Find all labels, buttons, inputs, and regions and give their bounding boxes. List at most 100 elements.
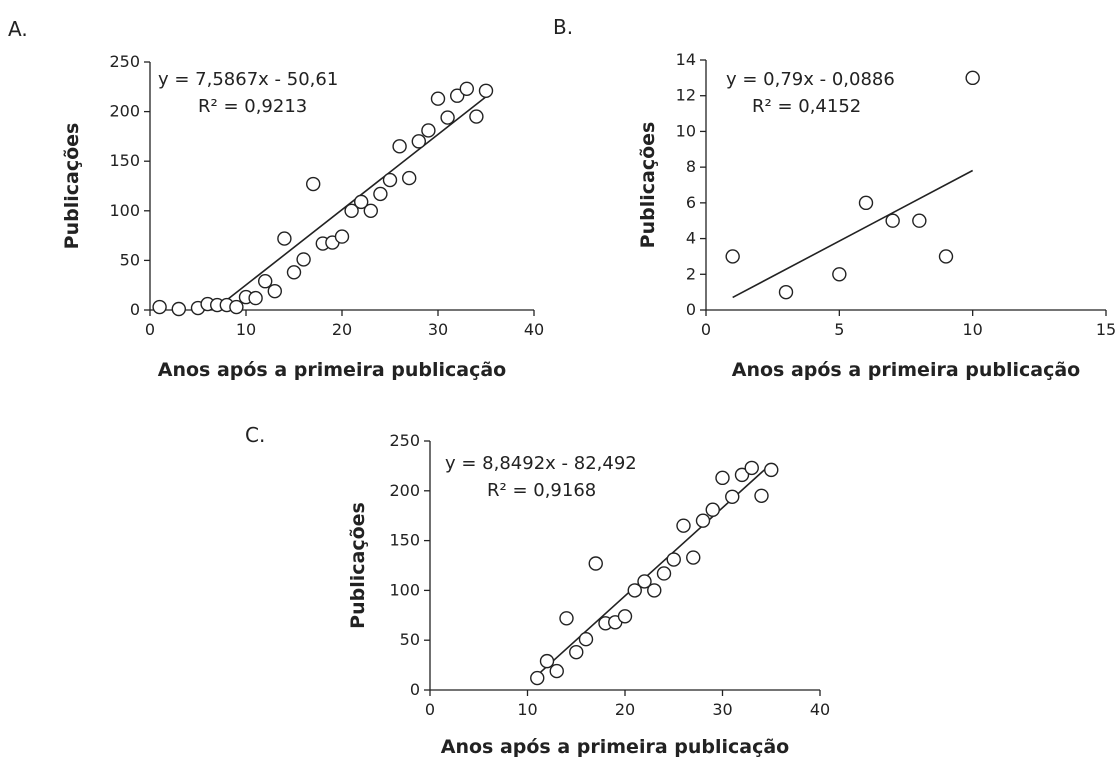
data-point xyxy=(402,170,417,186)
data-point xyxy=(588,556,603,571)
data-point xyxy=(715,470,730,486)
y-tick-label: 12 xyxy=(676,86,696,105)
data-point xyxy=(450,88,465,103)
data-point xyxy=(296,252,311,267)
y-tick-label: 0 xyxy=(686,300,696,319)
regression-equation: y = 0,79x - 0,0886 xyxy=(726,69,895,90)
data-point xyxy=(754,488,769,503)
y-tick-label: 4 xyxy=(686,229,696,248)
data-point xyxy=(440,110,455,125)
y-tick-label: 200 xyxy=(109,102,140,121)
x-tick-label: 10 xyxy=(236,320,256,339)
data-point xyxy=(258,274,273,289)
data-point xyxy=(637,574,652,589)
y-tick-label: 250 xyxy=(109,52,140,71)
y-tick-label: 0 xyxy=(130,300,140,319)
data-point xyxy=(248,290,263,306)
data-point xyxy=(666,552,681,567)
y-tick-label: 0 xyxy=(410,680,420,699)
data-point xyxy=(306,176,321,192)
x-tick-label: 30 xyxy=(428,320,448,339)
data-point xyxy=(469,109,484,124)
data-point xyxy=(363,203,378,219)
data-point xyxy=(965,70,980,86)
data-point xyxy=(411,134,426,149)
panel-label: A. xyxy=(8,17,28,41)
x-tick-label: 0 xyxy=(701,320,711,339)
data-point xyxy=(373,186,388,202)
y-tick-label: 8 xyxy=(686,157,696,176)
data-point xyxy=(627,583,642,598)
data-point xyxy=(938,249,954,264)
x-tick-label: 0 xyxy=(145,320,155,339)
x-tick-label: 10 xyxy=(962,320,982,339)
data-point xyxy=(459,81,474,96)
r-squared-label: R² = 0,9213 xyxy=(198,96,307,117)
y-tick-label: 6 xyxy=(686,193,696,212)
data-point xyxy=(778,284,794,300)
data-point xyxy=(392,139,407,154)
data-point xyxy=(267,283,282,299)
x-tick-label: 30 xyxy=(712,700,732,719)
data-point xyxy=(617,609,633,624)
data-point xyxy=(530,670,545,686)
data-point xyxy=(277,231,292,246)
data-point xyxy=(286,265,302,280)
y-axis-title: Publicações xyxy=(347,502,369,629)
regression-equation: y = 7,5867x - 50,61 xyxy=(158,69,338,90)
x-tick-label: 20 xyxy=(332,320,352,339)
x-tick-label: 15 xyxy=(1096,320,1116,339)
data-point xyxy=(705,502,720,517)
y-axis-title: Publicações xyxy=(61,123,83,250)
x-tick-label: 10 xyxy=(517,700,537,719)
data-point xyxy=(344,203,359,219)
data-point xyxy=(656,566,672,581)
x-tick-label: 40 xyxy=(810,700,830,719)
x-tick-label: 40 xyxy=(524,320,544,339)
r-squared-label: R² = 0,9168 xyxy=(487,480,596,501)
data-point xyxy=(382,172,398,188)
regression-equation: y = 8,8492x - 82,492 xyxy=(445,453,637,474)
data-point xyxy=(647,583,662,598)
x-axis-title: Anos após a primeira publicação xyxy=(158,359,507,381)
chart-panel-3: C. 0 50 100 150 200 250 0 10 20 30 40 Publicações Ano… xyxy=(245,423,830,758)
y-tick-label: 50 xyxy=(120,250,140,269)
data-point xyxy=(725,249,740,264)
y-tick-label: 14 xyxy=(676,50,696,69)
data-point xyxy=(421,123,436,138)
data-point xyxy=(885,213,900,228)
data-point xyxy=(764,462,779,478)
y-tick-label: 2 xyxy=(686,264,696,283)
data-point xyxy=(559,611,574,626)
data-point xyxy=(686,550,701,565)
y-tick-label: 150 xyxy=(389,531,420,550)
data-point xyxy=(430,91,446,106)
data-point xyxy=(569,644,584,660)
x-axis-title: Anos após a primeira publicação xyxy=(732,359,1081,381)
data-point xyxy=(858,195,874,211)
data-point xyxy=(354,194,369,210)
data-point xyxy=(539,653,555,669)
panel-label: B. xyxy=(553,15,573,39)
data-point xyxy=(478,83,494,98)
chart-panel-2: B. 0 2 4 6 8 10 12 14 0 5 10 15 Publicações Anos após … xyxy=(553,15,1116,381)
y-tick-label: 10 xyxy=(676,121,696,140)
data-point xyxy=(171,301,187,317)
y-tick-label: 50 xyxy=(400,630,420,649)
data-point xyxy=(334,229,350,244)
x-tick-label: 0 xyxy=(425,700,435,719)
y-tick-label: 150 xyxy=(109,151,140,170)
data-point xyxy=(725,489,740,504)
y-tick-label: 100 xyxy=(109,201,140,220)
data-point xyxy=(676,518,691,533)
y-tick-label: 200 xyxy=(389,481,420,500)
data-point xyxy=(229,299,244,315)
data-point xyxy=(734,467,750,483)
data-point xyxy=(152,299,167,315)
y-axis-title: Publicações xyxy=(637,122,659,249)
x-tick-label: 20 xyxy=(615,700,635,719)
data-point xyxy=(578,632,594,647)
y-tick-label: 250 xyxy=(389,431,420,450)
r-squared-label: R² = 0,4152 xyxy=(752,96,861,117)
